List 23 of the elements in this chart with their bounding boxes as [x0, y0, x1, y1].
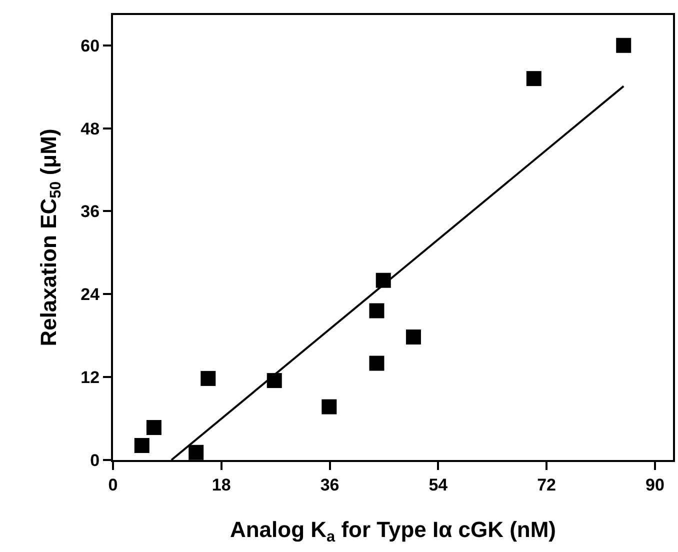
point [369, 303, 384, 318]
point [188, 444, 204, 460]
point [322, 399, 337, 414]
point [146, 420, 162, 436]
point [134, 438, 150, 453]
x-tick-label: 72 [537, 475, 556, 494]
y-tick-label: 12 [80, 368, 100, 388]
x-tick-label: 18 [212, 475, 231, 494]
y-tick-label: 0 [90, 450, 100, 470]
point [526, 71, 542, 86]
x-tick-label: 0 [108, 475, 118, 494]
x-tick-label: 36 [320, 475, 340, 494]
point [369, 356, 384, 371]
point [406, 330, 421, 344]
point [616, 38, 632, 53]
y-tick-label: 24 [80, 285, 100, 304]
x-tick-label: 54 [428, 475, 448, 494]
y-tick-label: 60 [80, 36, 100, 56]
x-axis-title: Analog K$_{a}$ for Type Iα cGK (nM) [230, 516, 556, 546]
point [200, 370, 216, 386]
y-tick-label: 36 [80, 202, 100, 222]
x-tick-label: 90 [645, 475, 664, 494]
y-tick-label: 48 [80, 119, 100, 138]
